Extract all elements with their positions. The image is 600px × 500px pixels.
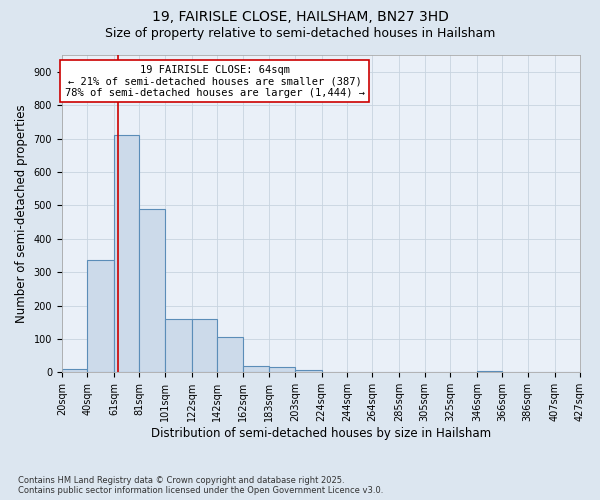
Text: Contains HM Land Registry data © Crown copyright and database right 2025.
Contai: Contains HM Land Registry data © Crown c… — [18, 476, 383, 495]
Bar — [242, 366, 269, 372]
Text: 19, FAIRISLE CLOSE, HAILSHAM, BN27 3HD: 19, FAIRISLE CLOSE, HAILSHAM, BN27 3HD — [152, 10, 448, 24]
Bar — [269, 368, 295, 372]
Bar — [87, 260, 114, 372]
Bar — [477, 370, 502, 372]
Bar — [139, 208, 165, 372]
Bar — [165, 319, 191, 372]
Bar — [295, 370, 322, 372]
Bar — [191, 319, 217, 372]
Text: 19 FAIRISLE CLOSE: 64sqm
← 21% of semi-detached houses are smaller (387)
78% of : 19 FAIRISLE CLOSE: 64sqm ← 21% of semi-d… — [65, 64, 365, 98]
Bar — [62, 369, 87, 372]
Y-axis label: Number of semi-detached properties: Number of semi-detached properties — [15, 104, 28, 323]
Bar — [114, 135, 139, 372]
X-axis label: Distribution of semi-detached houses by size in Hailsham: Distribution of semi-detached houses by … — [151, 427, 491, 440]
Text: Size of property relative to semi-detached houses in Hailsham: Size of property relative to semi-detach… — [105, 28, 495, 40]
Bar — [217, 338, 242, 372]
